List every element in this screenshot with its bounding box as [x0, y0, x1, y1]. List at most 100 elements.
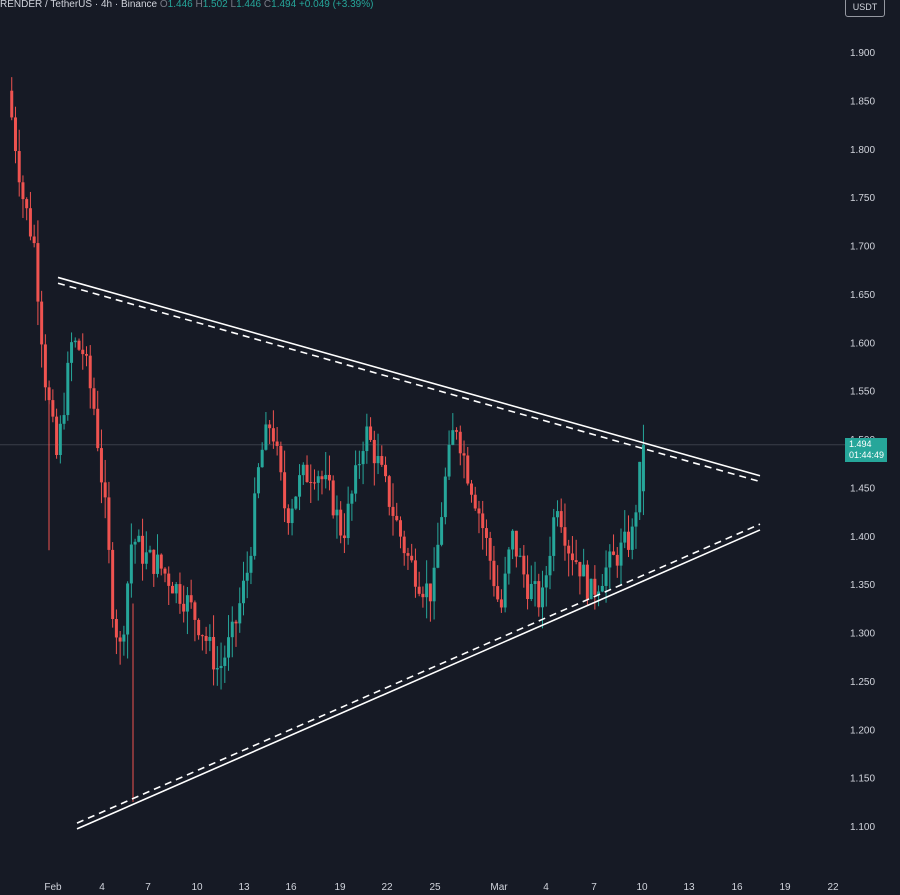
candle-body — [197, 619, 201, 636]
candle-body — [256, 467, 260, 494]
candle-body — [346, 503, 350, 539]
price-tick-label: 1.900 — [850, 48, 875, 59]
close-label: C — [263, 0, 272, 10]
candle-body — [537, 581, 541, 608]
candle-body — [473, 494, 477, 509]
upper-resistance-dashed-line[interactable] — [57, 282, 761, 483]
candle-body — [630, 526, 634, 550]
candle-body — [350, 493, 354, 504]
candle-body — [264, 424, 268, 450]
candle-body — [268, 424, 272, 429]
candle-body — [313, 482, 317, 484]
candle-body — [477, 508, 481, 514]
low-label: L — [230, 0, 237, 10]
lower-support-line[interactable] — [76, 529, 761, 830]
candle-body — [238, 603, 242, 624]
symbol-title[interactable]: RENDER / TetherUS · 4h · Binance — [0, 0, 158, 10]
candle-body — [126, 583, 130, 635]
candle-body — [148, 549, 152, 553]
candle-body — [40, 301, 44, 345]
candle-body — [623, 531, 627, 543]
candle-body — [159, 554, 163, 569]
candle-body — [589, 578, 593, 599]
price-tick-label: 1.250 — [850, 677, 875, 688]
candle-body — [84, 354, 88, 356]
candle-body — [597, 591, 601, 595]
time-tick-label: 13 — [683, 882, 695, 893]
candle-body — [99, 448, 103, 483]
candle-body — [66, 362, 70, 416]
candle-body — [253, 493, 257, 556]
candle-body — [417, 586, 421, 594]
candle-body — [298, 475, 302, 497]
price-tick-label: 1.300 — [850, 629, 875, 640]
candle-body — [227, 637, 231, 658]
candle-body — [339, 509, 343, 536]
candle-body — [189, 595, 193, 603]
candle-body — [406, 553, 410, 556]
price-tick-label: 1.200 — [850, 725, 875, 736]
candle-body — [77, 340, 81, 350]
price-tick-label: 1.150 — [850, 774, 875, 785]
candle-body — [133, 541, 137, 545]
candle-body — [451, 430, 455, 445]
candle-body — [529, 583, 533, 600]
candle-body — [182, 603, 186, 612]
candle-body — [641, 444, 645, 492]
candle-body — [290, 508, 294, 524]
open-value: 1.446 — [167, 0, 193, 10]
price-tick-label: 1.750 — [850, 193, 875, 204]
candle-body — [279, 445, 283, 473]
candle-body — [455, 430, 459, 432]
candle-body — [604, 567, 608, 586]
candle-body — [204, 635, 208, 641]
candle-body — [92, 388, 96, 409]
time-tick-label: 25 — [429, 882, 441, 893]
candles-layer — [0, 77, 845, 802]
candle-body — [570, 553, 574, 561]
candle-body — [219, 665, 223, 669]
candle-body — [73, 340, 77, 343]
candle-body — [305, 464, 309, 483]
candle-body — [129, 544, 133, 584]
candle-body — [200, 635, 204, 637]
time-tick-label: 22 — [827, 882, 839, 893]
candle-body — [163, 568, 167, 574]
upper-resistance-line[interactable] — [57, 276, 761, 477]
candle-body — [559, 511, 563, 528]
candle-body — [103, 482, 107, 498]
candle-body — [294, 496, 298, 509]
candle-body — [234, 621, 238, 624]
currency-badge[interactable]: USDT — [845, 0, 885, 17]
candle-body — [122, 634, 126, 642]
candle-body — [369, 426, 373, 440]
time-tick-label: 19 — [779, 882, 791, 893]
candle-body — [152, 549, 156, 574]
candle-body — [593, 578, 597, 595]
time-tick-label: 22 — [381, 882, 393, 893]
candle-body — [174, 584, 178, 594]
candle-body — [25, 199, 29, 209]
time-tick-label: 7 — [145, 882, 151, 893]
candle-body — [425, 583, 429, 598]
candle-body — [365, 426, 369, 452]
price-tick-label: 1.700 — [850, 242, 875, 253]
lower-support-dashed-line[interactable] — [76, 523, 761, 824]
candle-body — [309, 482, 313, 484]
candle-body — [421, 593, 425, 598]
candle-body — [43, 344, 47, 388]
time-tick-label: Feb — [44, 882, 62, 893]
candle-body — [327, 474, 331, 481]
candle-body — [137, 535, 141, 542]
candle-body — [514, 530, 518, 557]
candle-body — [541, 587, 545, 608]
candle-body — [260, 449, 264, 468]
candle-body — [469, 483, 473, 495]
time-tick-label: 10 — [191, 882, 203, 893]
candle-body — [51, 400, 55, 417]
high-value: 1.502 — [202, 0, 228, 10]
candle-body — [612, 551, 616, 555]
low-value: 1.446 — [236, 0, 262, 10]
